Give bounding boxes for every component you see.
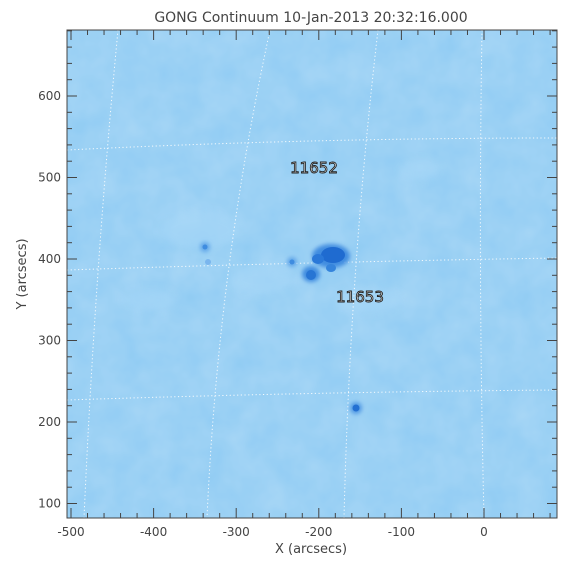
- x-axis-ticks: -500 -400 -300 -200 -100 0: [57, 30, 551, 539]
- heliographic-grid: [67, 30, 557, 518]
- y-tick-label: 500: [38, 171, 61, 185]
- plot-title: GONG Continuum 10-Jan-2013 20:32:16.000: [154, 10, 467, 26]
- y-tick-label: 600: [38, 89, 61, 103]
- region-label-11652: 11652: [290, 159, 338, 177]
- y-tick-label: 100: [38, 497, 61, 511]
- x-axis-label: X (arcsecs): [275, 542, 347, 557]
- sunspot-west-pair: [200, 242, 211, 265]
- y-tick-label: 400: [38, 252, 61, 266]
- region-label-11653: 11653: [336, 288, 384, 306]
- plot-frame: [66, 29, 558, 519]
- x-tick-label: -500: [57, 525, 84, 539]
- y-tick-label: 200: [38, 415, 61, 429]
- x-tick-label: -400: [140, 525, 167, 539]
- plage-regions: [124, 160, 440, 312]
- sunspot-small-1: [302, 266, 320, 282]
- x-tick-label: -300: [223, 525, 250, 539]
- x-tick-label: -100: [388, 525, 415, 539]
- sunspot-group-11652: [312, 244, 350, 272]
- sunspot-south: [350, 402, 362, 414]
- x-tick-label: 0: [480, 525, 488, 539]
- sunspot-small-2: [287, 257, 297, 267]
- y-axis-label: Y (arcsecs): [15, 238, 30, 310]
- y-axis-ticks: 100 200 300 400 500 600: [38, 30, 557, 511]
- image-area: 11652 11653: [67, 30, 557, 518]
- x-tick-label: -200: [305, 525, 332, 539]
- y-tick-label: 300: [38, 334, 61, 348]
